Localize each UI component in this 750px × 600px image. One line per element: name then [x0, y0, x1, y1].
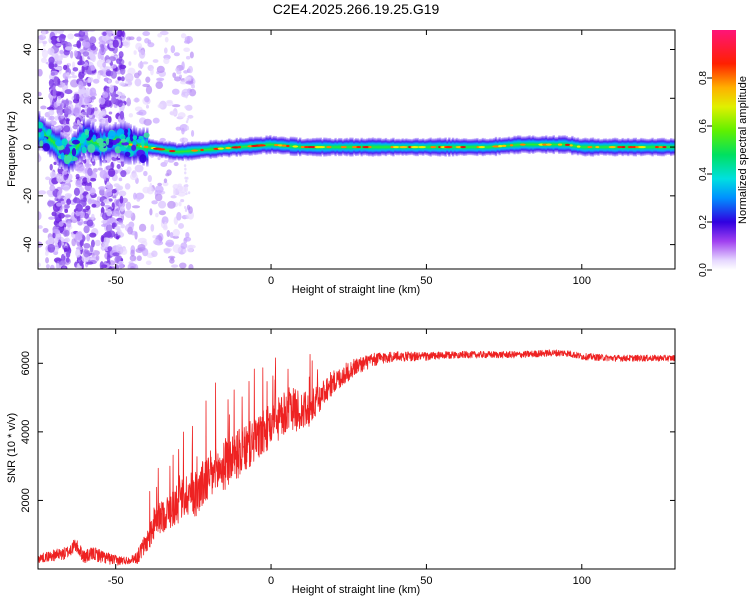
y-tick-label: 4000	[20, 420, 32, 444]
spectrogram-panel: -50 0 50 100 -40 -20 0 20 40 Height of straight…	[6, 29, 676, 296]
x-tick-label: 100	[573, 275, 591, 287]
snr-panel: -50 0 50 100 2000 4000 6000 Height of straigh…	[6, 328, 676, 596]
y-tick-label: 6000	[20, 351, 32, 375]
colorbar-ticks: 0.0 0.2 0.4 0.6 0.8	[698, 71, 712, 277]
y-tick-label: 0	[22, 144, 34, 150]
y-tick-label: 20	[22, 92, 34, 104]
colorbar-gradient	[712, 30, 736, 270]
y-tick-label: -40	[22, 237, 34, 253]
colorbar-tick-label: 0.6	[698, 119, 709, 133]
colorbar: 0.0 0.2 0.4 0.6 0.8 Normalized spectral ampl…	[698, 30, 749, 277]
colorbar-tick-label: 0.8	[698, 71, 709, 85]
x-tick-label: 0	[268, 275, 274, 287]
colorbar-tick-label: 0.0	[698, 263, 709, 277]
spectrogram-frame	[37, 29, 676, 270]
spectrogram-y-ticks: -40 -20 0 20 40	[22, 43, 675, 253]
snr-x-label: Height of straight line (km)	[292, 584, 420, 596]
y-tick-label: -20	[22, 188, 34, 204]
x-tick-label: -50	[108, 275, 124, 287]
x-tick-label: 0	[268, 575, 274, 587]
spectrogram-image	[38, 30, 675, 269]
snr-y-label: SNR (10 * v/v)	[6, 413, 18, 483]
spectrogram-y-label: Frequency (Hz)	[6, 111, 18, 187]
x-tick-label: 100	[573, 575, 591, 587]
spectrogram-x-ticks: -50 0 50 100	[108, 30, 591, 287]
snr-frame	[37, 328, 676, 570]
y-tick-label: 2000	[20, 488, 32, 512]
spectrogram-x-label: Height of straight line (km)	[292, 284, 420, 296]
snr-y-ticks: 2000 4000 6000	[20, 351, 675, 513]
x-tick-label: 50	[420, 275, 432, 287]
colorbar-label: Normalized spectral amplitude	[737, 76, 749, 224]
figure-title: C2E4.2025.266.19.25.G19	[273, 1, 440, 17]
colorbar-tick-label: 0.2	[698, 215, 709, 229]
colorbar-tick-label: 0.4	[698, 167, 709, 181]
x-tick-label: 50	[420, 575, 432, 587]
snr-x-ticks: -50 0 50 100	[108, 329, 591, 587]
snr-series-line	[38, 349, 675, 566]
y-tick-label: 40	[22, 43, 34, 55]
x-tick-label: -50	[108, 575, 124, 587]
